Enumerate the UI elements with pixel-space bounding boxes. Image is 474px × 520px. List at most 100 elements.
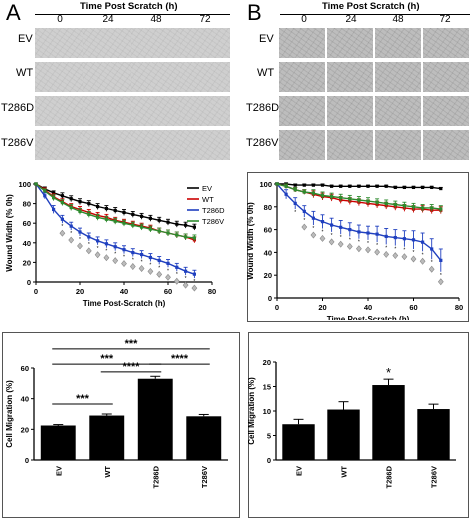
data-point: [348, 228, 352, 232]
bar-t286d: [137, 378, 173, 460]
row-label-t286d-b: T286D: [246, 102, 280, 114]
category-label-wt: WT: [340, 466, 349, 478]
data-point: [60, 201, 64, 205]
y-tick-label: 40: [264, 248, 272, 257]
data-point: [357, 198, 361, 202]
star-marker: *: [114, 252, 116, 258]
hash-marker: [191, 284, 198, 292]
scratch-image: [180, 130, 230, 160]
data-point: [293, 183, 297, 187]
y-axis-label: Wound Width (% 0h): [247, 202, 255, 280]
star-marker: *: [340, 235, 342, 241]
star-marker: *: [431, 260, 433, 266]
star-marker: *: [123, 255, 125, 261]
x-axis-label: Time Post-Scratch (h): [83, 299, 166, 308]
significance-label: ****: [122, 361, 140, 373]
scratch-image: [35, 96, 85, 126]
hash-marker: [301, 223, 308, 231]
x-tick-label: 80: [455, 303, 463, 312]
data-point: [302, 183, 306, 187]
y-tick-label: 0: [25, 456, 29, 465]
y-tick-label: 40: [23, 239, 31, 248]
cell-migration-chart-c: 0 20 40 60 Cell Migration (%) EV WT T286D T286V *…: [5, 338, 228, 489]
data-point: [284, 192, 288, 196]
scratch-title-a: Time Post Scratch (h): [80, 1, 178, 12]
data-point: [339, 196, 343, 200]
hash-marker: [356, 245, 362, 253]
hash-marker: [85, 247, 92, 255]
data-point: [384, 234, 388, 239]
scratch-image: [423, 62, 469, 92]
data-point: [421, 206, 425, 210]
star-marker: *: [61, 224, 63, 230]
data-point: [104, 217, 108, 221]
star-marker: *: [394, 247, 396, 253]
data-point: [284, 184, 288, 188]
scratch-image: [180, 28, 230, 58]
data-point: [348, 197, 352, 201]
star-marker: *: [440, 273, 442, 279]
data-point: [275, 182, 279, 186]
legend-label-wt: WT: [202, 195, 214, 204]
data-point: [87, 212, 91, 216]
row-label-ev-a: EV: [18, 33, 33, 45]
bar-wt: [327, 409, 360, 460]
star-marker: *: [97, 246, 99, 252]
data-point: [330, 223, 334, 227]
scratch-image: [131, 130, 181, 160]
hash-marker: [419, 257, 426, 265]
scratch-image: [131, 28, 181, 58]
category-label-t286v: T286V: [430, 466, 439, 488]
data-point: [393, 202, 397, 207]
data-point: [175, 233, 179, 237]
star-marker: *: [385, 245, 387, 251]
hash-marker: [121, 260, 127, 268]
hash-marker: [173, 277, 180, 285]
data-point: [69, 224, 73, 228]
data-point: [52, 191, 56, 195]
legend-label-ev: EV: [202, 184, 212, 193]
data-point: [148, 227, 152, 231]
hash-marker: [337, 240, 344, 248]
scratch-image: [375, 62, 421, 92]
y-axis-label: Cell Migration (%): [248, 377, 256, 445]
scratch-image: [279, 28, 325, 58]
hash-marker: [165, 273, 171, 281]
data-point: [339, 184, 343, 188]
data-point: [439, 186, 443, 191]
data-point: [357, 230, 361, 234]
data-point: [184, 235, 188, 239]
hash-marker: [328, 238, 335, 246]
star-marker: *: [149, 262, 151, 268]
legend-label-t286v: T286V: [202, 217, 224, 226]
hash-marker: [147, 267, 154, 275]
y-tick-label: 20: [263, 358, 271, 367]
hash-marker: [401, 253, 408, 261]
row-label-t286v-b: T286V: [246, 137, 279, 149]
x-tick-label: 60: [409, 303, 417, 312]
x-tick-label: 60: [164, 287, 172, 296]
y-tick-label: 80: [264, 203, 272, 212]
panel-letter-b: B: [247, 0, 262, 25]
star-marker: *: [349, 237, 351, 243]
data-point: [375, 200, 379, 204]
scratch-image: [180, 62, 230, 92]
x-axis-label: Time Post-Scratch (h): [327, 315, 410, 320]
scratch-image: [180, 96, 230, 126]
x-tick-label: 20: [318, 303, 326, 312]
data-point: [430, 206, 434, 210]
data-point: [311, 191, 315, 195]
data-point: [175, 265, 179, 269]
data-point: [402, 237, 406, 241]
data-point: [78, 200, 82, 204]
data-point: [113, 219, 117, 223]
significance-label: *: [386, 365, 391, 380]
cell-migration-chart-d: 0 5 10 15 20 Cell Migration (%) EV WT T286D T286V…: [248, 358, 456, 489]
data-point: [330, 194, 334, 199]
data-point: [166, 231, 170, 235]
data-point: [320, 183, 325, 187]
star-marker: *: [376, 243, 378, 249]
bar-t286d: [372, 385, 405, 460]
data-point: [96, 204, 100, 209]
y-tick-label: 0: [268, 294, 272, 303]
